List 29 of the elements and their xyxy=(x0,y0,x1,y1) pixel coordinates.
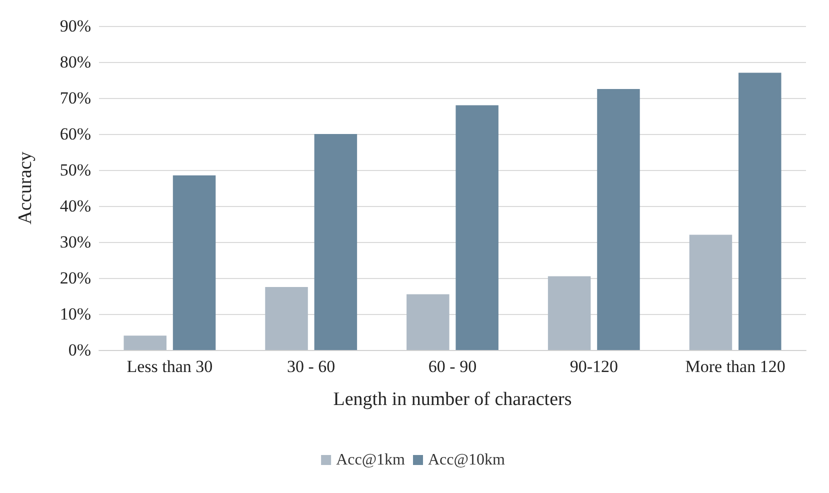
y-tick-label: 70% xyxy=(60,88,91,108)
legend-label: Acc@10km xyxy=(428,452,506,468)
y-tick-label: 40% xyxy=(60,196,91,216)
bar xyxy=(406,294,450,350)
y-tick-label: 10% xyxy=(60,304,91,324)
bar xyxy=(172,175,216,350)
bar xyxy=(314,134,358,350)
y-tick-label: 30% xyxy=(60,232,91,252)
legend-label: Acc@1km xyxy=(336,452,406,468)
x-tick-label: 60 - 90 xyxy=(428,357,477,376)
x-tick-label: More than 120 xyxy=(685,357,786,376)
x-tick-label: 90-120 xyxy=(570,357,618,376)
bar xyxy=(548,276,591,350)
x-axis-title: Length in number of characters xyxy=(333,389,572,410)
y-axis-title: Accuracy xyxy=(15,151,36,224)
y-tick-label: 80% xyxy=(60,52,91,72)
bar xyxy=(597,89,640,350)
y-tick-label: 50% xyxy=(60,160,91,180)
bar xyxy=(265,287,308,350)
bar xyxy=(124,336,166,350)
y-tick-label: 90% xyxy=(60,16,91,36)
bar xyxy=(456,105,498,350)
bar xyxy=(689,234,732,350)
y-tick-label: 0% xyxy=(68,340,91,360)
bar xyxy=(738,72,782,350)
x-tick-label: 30 - 60 xyxy=(287,357,336,376)
y-tick-label: 20% xyxy=(60,268,91,288)
x-tick-label: Less than 30 xyxy=(126,357,213,376)
y-tick-label: 60% xyxy=(60,124,91,144)
